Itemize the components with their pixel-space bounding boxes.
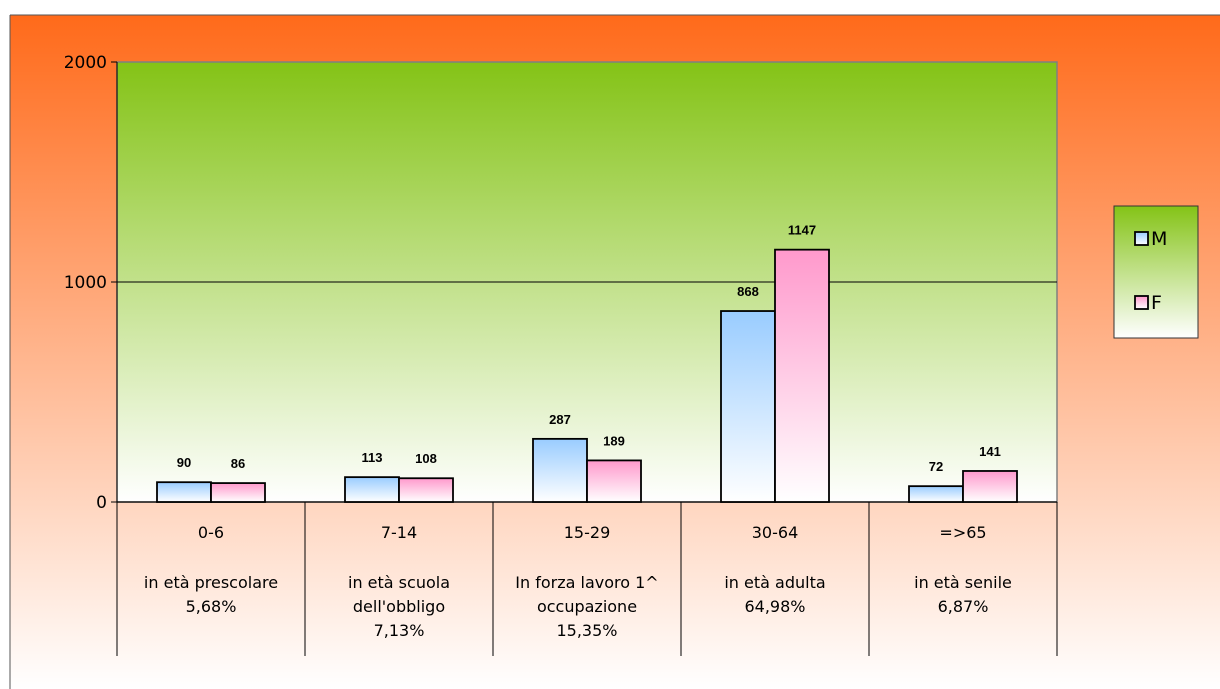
category-label: 7-14: [381, 523, 417, 542]
category-description: 64,98%: [744, 597, 805, 616]
category-label: 15-29: [564, 523, 611, 542]
category-label: =>65: [939, 523, 986, 542]
category-description: dell'obbligo: [353, 597, 445, 616]
category-description: 6,87%: [938, 597, 989, 616]
data-label: 141: [979, 444, 1001, 459]
bar-f: [210, 482, 266, 503]
bar-m: [908, 485, 964, 503]
data-label: 1147: [788, 223, 816, 238]
category-description: in età adulta: [724, 573, 825, 592]
y-tick-label: 1000: [64, 273, 107, 293]
category-label: 30-64: [752, 523, 799, 542]
legend-swatch-m: [1134, 231, 1149, 246]
bar-f: [398, 477, 454, 503]
category-description: 5,68%: [186, 597, 237, 616]
data-label: 72: [929, 459, 943, 474]
legend: [1113, 205, 1199, 339]
category-description: occupazione: [537, 597, 637, 616]
data-label: 90: [177, 455, 191, 470]
bar-f: [962, 470, 1018, 503]
data-label: 108: [415, 451, 437, 466]
category-description: 7,13%: [374, 621, 425, 640]
data-label: 86: [231, 456, 245, 471]
y-tick-label: 2000: [64, 53, 107, 73]
category-description: in età senile: [914, 573, 1012, 592]
bar-m: [156, 481, 212, 503]
category-description: In forza lavoro 1^: [515, 573, 658, 592]
bar-f: [774, 248, 830, 503]
category-description: in età prescolare: [144, 573, 278, 592]
legend-entry: F: [1151, 292, 1162, 314]
y-tick-label: 0: [96, 493, 107, 513]
bar-m: [532, 437, 588, 503]
data-label: 113: [362, 450, 383, 465]
bar-m: [344, 476, 400, 503]
legend-swatch-f: [1134, 295, 1149, 310]
bar-m: [720, 310, 776, 503]
data-label: 189: [603, 433, 625, 448]
bar-f: [586, 459, 642, 503]
legend-entry: M: [1151, 228, 1167, 250]
data-label: 868: [737, 284, 759, 299]
category-description: in età scuola: [348, 573, 450, 592]
data-label: 287: [549, 412, 571, 427]
category-description: 15,35%: [556, 621, 617, 640]
category-label: 0-6: [198, 523, 224, 542]
